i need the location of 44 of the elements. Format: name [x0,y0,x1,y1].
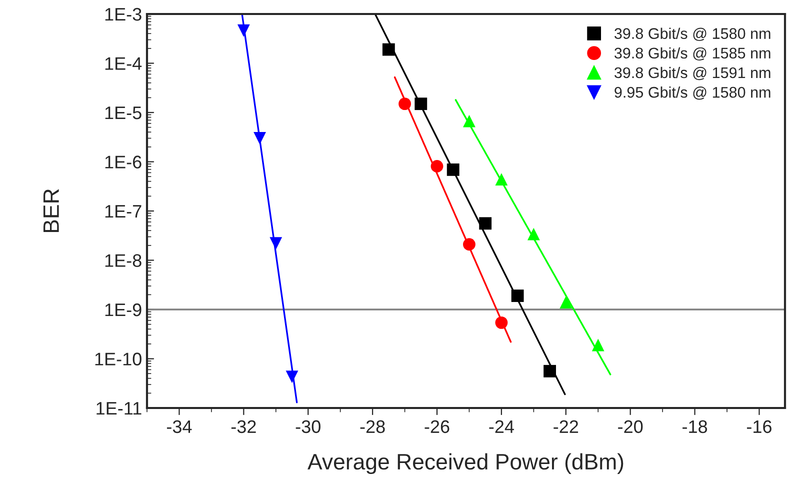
point [446,163,460,176]
y-tick-label: 1E-7 [105,205,142,218]
point [479,217,492,230]
x-tick-label: -30 [296,420,320,434]
legend-label: 39.8 Gbit/s @ 1585 nm [614,47,770,61]
y-axis-title: BER [44,189,59,232]
y-tick-label: 1E-10 [95,352,142,366]
point [495,316,508,329]
point [592,338,604,352]
x-tick-label: -16 [746,420,772,434]
x-tick-label: -22 [554,420,578,433]
y-tick-label: 1E-4 [105,57,142,70]
point [382,43,395,56]
x-tick-label: -28 [360,420,385,434]
point [286,370,298,384]
y-tick-label: 1E-6 [105,156,142,168]
y-tick-label: 1E-8 [105,254,142,267]
point [270,237,282,250]
legend-label: 39.8 Gbit/s @ 1591 nm [614,66,770,80]
x-tick-label: -24 [489,420,514,433]
point [527,228,540,240]
y-tick-label: 1E-11 [96,402,142,415]
x-tick-label: -20 [618,420,643,434]
point [398,98,411,110]
point [414,98,428,110]
point [560,296,572,309]
y-tick-label: 1E-9 [105,303,142,316]
point [495,173,508,186]
point [463,238,476,251]
point [430,160,444,172]
x-tick-label: -26 [424,420,450,434]
x-tick-label: -18 [682,420,708,434]
legend-label: 9.95 Gbit/s @ 1580 nm [614,86,770,100]
point [237,24,250,37]
point [463,114,476,128]
point [511,290,524,302]
legend-label: 39.8 Gbit/s @ 1580 nm [614,28,770,41]
point [254,132,266,144]
x-axis-title: Average Received Power (dBm) [308,453,624,474]
x-tick-label: -34 [166,420,192,434]
point [544,364,556,378]
x-tick-label: -32 [231,420,256,434]
y-tick-label: 1E-3 [105,8,142,21]
y-tick-label: 1E-5 [105,106,142,120]
